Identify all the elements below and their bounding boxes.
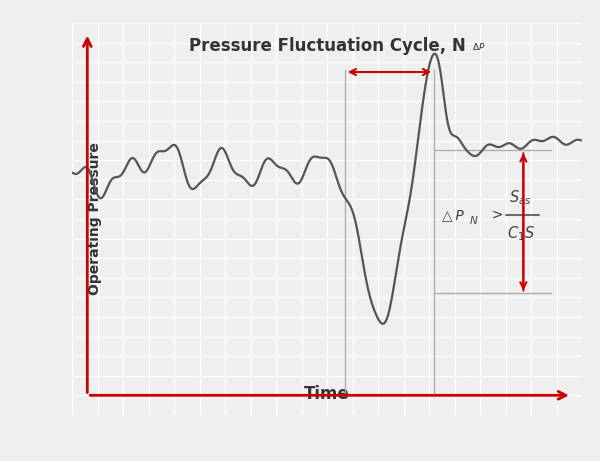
Text: △ P: △ P	[442, 208, 464, 222]
Text: Operating Pressure: Operating Pressure	[88, 142, 102, 296]
Text: $_{\Delta P}$: $_{\Delta P}$	[472, 40, 486, 53]
Text: $C_1S$: $C_1S$	[507, 225, 535, 243]
Text: Time: Time	[304, 385, 350, 403]
Text: $S_{as}$: $S_{as}$	[509, 188, 532, 207]
Text: Pressure Fluctuation Cycle, N: Pressure Fluctuation Cycle, N	[188, 37, 466, 55]
Text: N: N	[470, 216, 478, 226]
Text: >: >	[482, 208, 503, 222]
